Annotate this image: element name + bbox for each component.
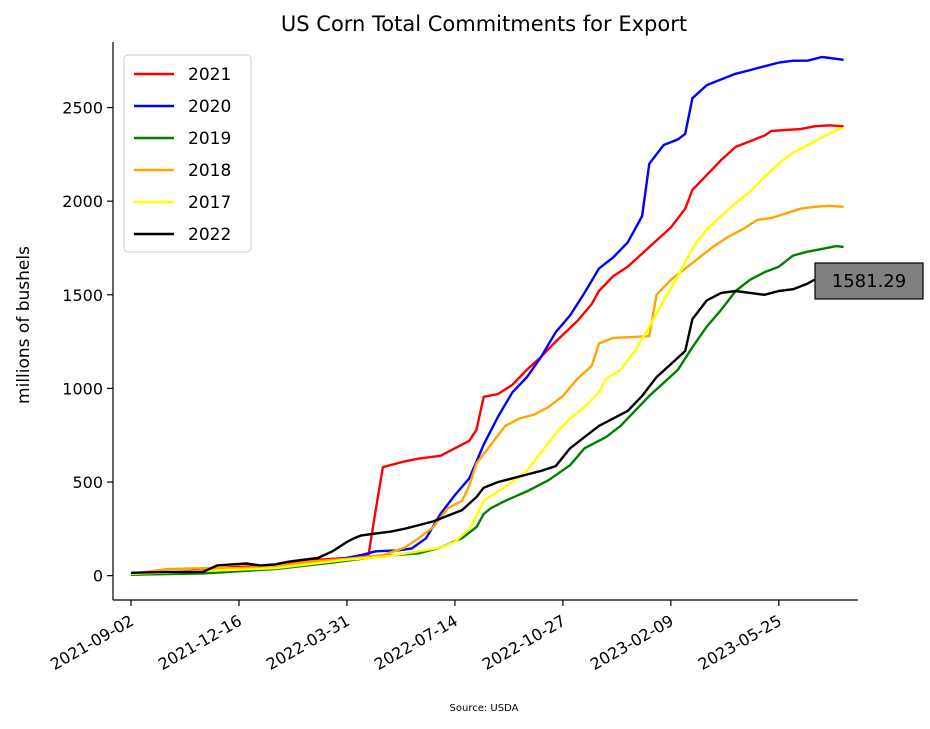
legend-label: 2022 xyxy=(188,225,231,245)
series-line-2021 xyxy=(130,124,844,575)
x-tick-label: 2022-03-31 xyxy=(263,611,353,674)
x-tick-label: 2022-10-27 xyxy=(479,611,569,674)
x-tick-label: 2021-09-02 xyxy=(47,611,137,674)
x-ticks: 2021-09-02 2021-12-16 2022-03-31 2022-07-14… xyxy=(47,600,785,674)
legend-label: 2017 xyxy=(188,193,231,213)
axes xyxy=(112,42,858,601)
annotation-box xyxy=(814,262,924,300)
legend: 2021 2020 2019 2018 2017 2022 xyxy=(123,54,252,253)
chart-title: US Corn Total Commitments for Export xyxy=(281,12,687,36)
y-tick-label: 1500 xyxy=(62,286,103,305)
x-tick-label: 2023-05-25 xyxy=(695,611,785,674)
series-line-2017 xyxy=(130,126,844,575)
source-note: Source: USDA xyxy=(450,703,519,714)
x-tick-label: 2022-07-14 xyxy=(371,611,461,674)
y-tick-label: 2500 xyxy=(62,99,103,118)
legend-label: 2021 xyxy=(188,65,231,85)
series-line-2022 xyxy=(130,278,816,574)
legend-label: 2019 xyxy=(188,129,231,149)
x-tick-label: 2021-12-16 xyxy=(155,611,245,674)
annotation-value: 1581.29 xyxy=(832,271,906,292)
series-line-2019 xyxy=(130,244,844,576)
series-line-2018 xyxy=(130,204,844,575)
y-tick-label: 0 xyxy=(93,567,103,586)
y-tick-label: 1000 xyxy=(62,379,103,398)
legend-label: 2018 xyxy=(188,161,231,181)
series-lines xyxy=(130,55,844,576)
legend-label: 2020 xyxy=(188,97,231,117)
value-annotation: 1581.29 xyxy=(814,262,924,300)
y-axis-label: millions of bushels xyxy=(14,246,34,404)
series-line-2020 xyxy=(130,55,844,576)
y-ticks: 0 500 1000 1500 2000 2500 xyxy=(62,99,113,586)
y-tick-label: 2000 xyxy=(62,192,103,211)
y-tick-label: 500 xyxy=(72,473,103,492)
x-tick-label: 2023-02-09 xyxy=(587,611,677,674)
